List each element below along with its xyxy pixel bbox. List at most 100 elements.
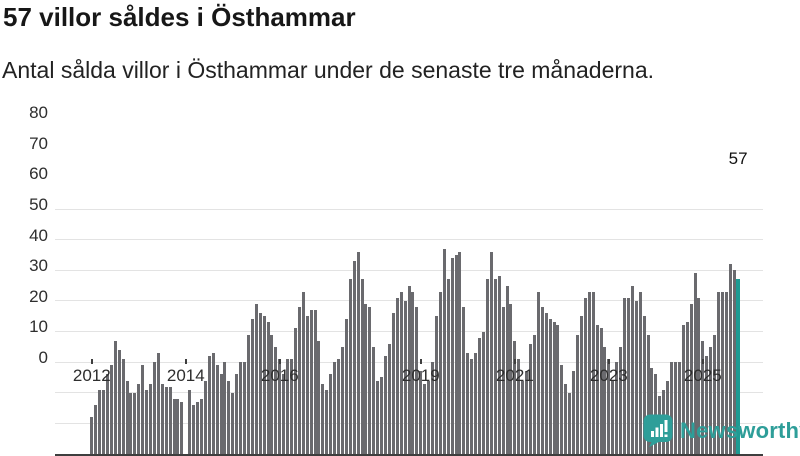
- bar: [603, 347, 606, 454]
- bar: [474, 353, 477, 454]
- bar: [267, 322, 270, 454]
- x-tick-label-2019: 2019: [386, 367, 456, 385]
- bar: [94, 405, 97, 454]
- bar: [462, 307, 465, 454]
- bar: [380, 377, 383, 454]
- x-tick-2019: [420, 359, 422, 364]
- newsworthy-bubble-icon: [643, 414, 673, 448]
- latest-value-label: 57: [729, 150, 748, 168]
- bar: [443, 249, 446, 454]
- bar: [274, 347, 277, 454]
- x-tick-label-2012: 2012: [57, 367, 127, 385]
- bar: [580, 316, 583, 454]
- bar: [529, 344, 532, 454]
- bar: [596, 325, 599, 454]
- y-tick-label-50: 50: [0, 196, 48, 214]
- bar: [165, 387, 168, 454]
- bar: [361, 279, 364, 454]
- bar: [196, 402, 199, 454]
- newsworthy-logo[interactable]: Newsworthy: [643, 414, 800, 448]
- bar: [345, 319, 348, 454]
- bar: [553, 322, 556, 454]
- bar: [270, 335, 273, 454]
- y-tick-label-70: 70: [0, 135, 48, 153]
- bar: [470, 359, 473, 454]
- bar: [239, 362, 242, 454]
- y-tick-label-20: 20: [0, 288, 48, 306]
- bar: [333, 362, 336, 454]
- bar: [376, 381, 379, 455]
- bar: [451, 258, 454, 454]
- bar: [560, 365, 563, 454]
- x-tick-2025: [702, 359, 704, 364]
- bar: [549, 319, 552, 454]
- bar: [263, 316, 266, 454]
- bar: [490, 252, 493, 454]
- bar: [247, 335, 250, 454]
- bar: [145, 390, 148, 454]
- bar: [200, 399, 203, 454]
- bar: [306, 316, 309, 454]
- page-subtitle: Antal sålda villor i Östhammar under de …: [2, 57, 654, 84]
- bar: [227, 381, 230, 455]
- bar: [98, 390, 101, 454]
- gridline-60: [55, 270, 763, 271]
- bar: [102, 390, 105, 454]
- bar: [173, 399, 176, 454]
- bar: [600, 328, 603, 454]
- bar: [455, 255, 458, 454]
- y-tick-label-0: 0: [0, 349, 48, 367]
- bar: [180, 402, 183, 454]
- x-tick-2021: [514, 359, 516, 364]
- y-tick-label-40: 40: [0, 227, 48, 245]
- gridline-80: [55, 209, 763, 210]
- bar: [364, 304, 367, 454]
- y-tick-label-10: 10: [0, 318, 48, 336]
- x-tick-label-2014: 2014: [151, 367, 221, 385]
- bar: [114, 341, 117, 454]
- bar: [294, 328, 297, 454]
- bar: [133, 393, 136, 454]
- bar: [423, 384, 426, 454]
- x-tick-2023: [608, 359, 610, 364]
- bar: [192, 405, 195, 454]
- x-tick-2016: [279, 359, 281, 364]
- bar: [321, 384, 324, 454]
- x-tick-label-2021: 2021: [480, 367, 550, 385]
- bar: [149, 384, 152, 454]
- bar: [329, 374, 332, 454]
- bar: [513, 341, 516, 454]
- bar: [427, 381, 430, 455]
- bar: [282, 374, 285, 454]
- bar: [188, 390, 191, 454]
- bar: [251, 319, 254, 454]
- gridline-70: [55, 239, 763, 240]
- bar: [482, 332, 485, 455]
- bar: [568, 393, 571, 454]
- bar: [341, 347, 344, 454]
- x-tick-label-2025: 2025: [668, 367, 738, 385]
- bar: [372, 347, 375, 454]
- page-title: 57 villor såldes i Östhammar: [3, 2, 356, 33]
- bar: [533, 335, 536, 454]
- bar: [235, 374, 238, 454]
- y-tick-label-30: 30: [0, 257, 48, 275]
- bar: [220, 374, 223, 454]
- x-tick-2014: [185, 359, 187, 364]
- bar: [349, 279, 352, 454]
- bar: [556, 325, 559, 454]
- bar: [106, 374, 109, 454]
- bar: [169, 387, 172, 454]
- y-tick-label-80: 80: [0, 104, 48, 122]
- bar: [611, 381, 614, 455]
- bar: [564, 384, 567, 454]
- bar: [137, 384, 140, 454]
- bar: [90, 417, 93, 454]
- newsworthy-wordmark: Newsworthy: [680, 418, 800, 444]
- bar: [619, 347, 622, 454]
- bar: [353, 261, 356, 454]
- bar: [118, 350, 121, 454]
- bar: [126, 381, 129, 455]
- bar: [357, 252, 360, 454]
- bar: [141, 365, 144, 454]
